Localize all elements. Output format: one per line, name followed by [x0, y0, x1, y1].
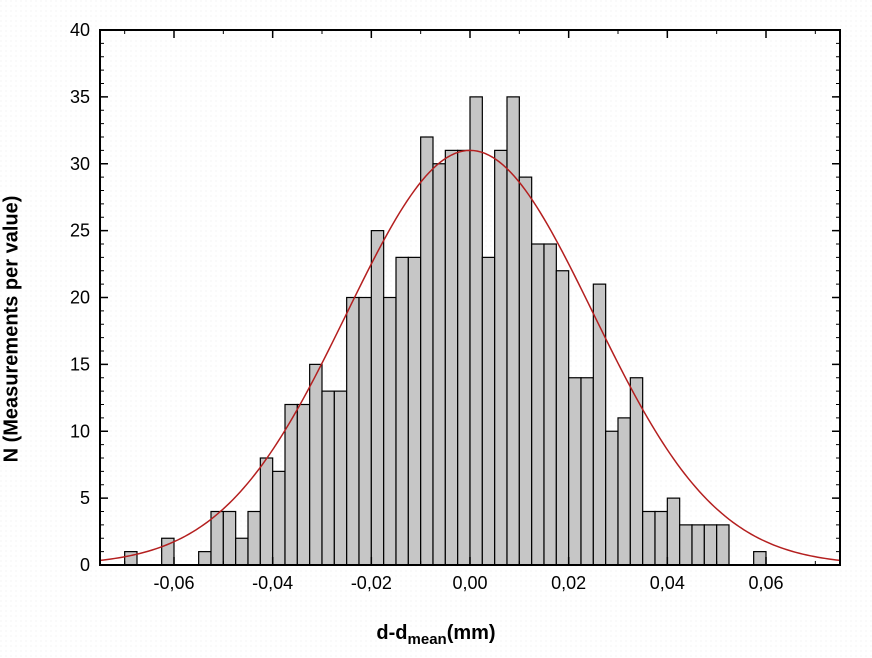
svg-text:30: 30	[70, 154, 90, 174]
x-axis-label: d-dmean(mm)	[376, 622, 495, 648]
svg-text:35: 35	[70, 87, 90, 107]
y-axis-label: N (Measurements per value)	[1, 196, 24, 463]
chart-svg: -0,06 -0,04 -0,02 0,00 0,02 0,04 0,06 0 5 10 15 20 2…	[0, 0, 872, 658]
svg-text:0,00: 0,00	[452, 573, 487, 593]
svg-text:5: 5	[80, 488, 90, 508]
svg-text:-0,06: -0,06	[153, 573, 194, 593]
svg-text:0,04: 0,04	[650, 573, 685, 593]
svg-text:-0,02: -0,02	[351, 573, 392, 593]
svg-text:40: 40	[70, 20, 90, 40]
histogram-chart: -0,06 -0,04 -0,02 0,00 0,02 0,04 0,06 0 5 10 15 20 2…	[0, 0, 872, 658]
svg-text:0,02: 0,02	[551, 573, 586, 593]
svg-text:15: 15	[70, 354, 90, 374]
svg-text:10: 10	[70, 421, 90, 441]
svg-text:25: 25	[70, 221, 90, 241]
svg-text:0,06: 0,06	[748, 573, 783, 593]
svg-text:20: 20	[70, 288, 90, 308]
svg-text:-0,04: -0,04	[252, 573, 293, 593]
svg-text:0: 0	[80, 555, 90, 575]
